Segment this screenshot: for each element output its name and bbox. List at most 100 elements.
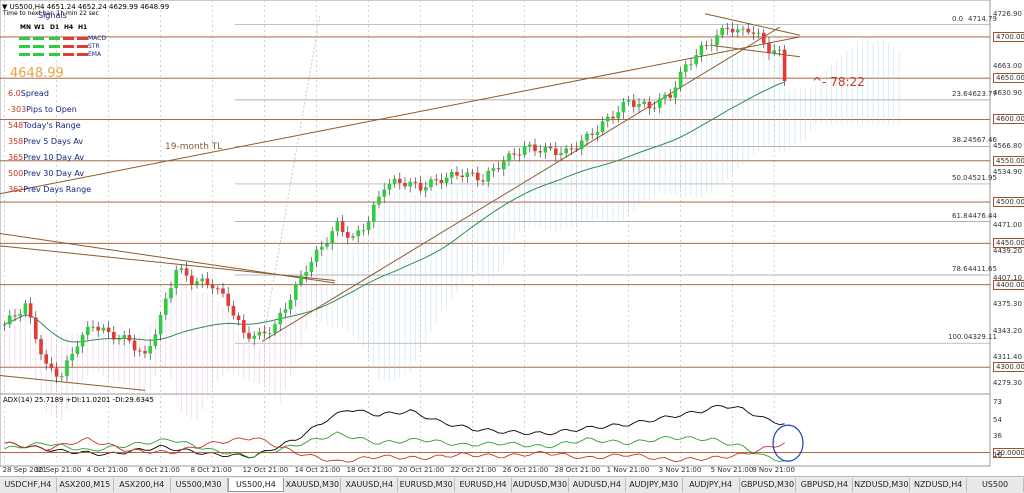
candle-body — [372, 204, 376, 222]
candle-body — [486, 170, 490, 182]
candle-body — [642, 101, 646, 104]
chart-tab[interactable]: NZDUSD,H4 — [910, 478, 968, 492]
candle-body — [600, 121, 605, 132]
chart-tab[interactable]: AUDUSD,M30 — [512, 478, 569, 492]
candle-body — [174, 269, 178, 289]
adx-axis-label: 73 — [993, 397, 1002, 406]
candle-body — [720, 28, 724, 36]
adx-axis-label: 54 — [993, 415, 1002, 424]
time-axis-label: 5 Nov 21:00 — [710, 466, 754, 474]
candle-body — [44, 354, 48, 364]
chart-tab[interactable]: AUDUSD,H4 — [569, 478, 626, 492]
candle-body — [252, 335, 256, 339]
candle-body — [200, 278, 204, 282]
candle-body — [444, 177, 449, 184]
price-axis-label: 4534.90 — [993, 168, 1022, 177]
chart-tab[interactable]: US500,M30 — [171, 478, 228, 492]
candle-body — [621, 101, 626, 113]
candle-body — [762, 32, 766, 44]
candle-body — [361, 230, 366, 232]
candle-body — [751, 32, 756, 34]
candle-body — [392, 178, 397, 184]
chart-tab[interactable]: GBPUSD,M30 — [740, 478, 797, 492]
candle-body — [398, 178, 402, 184]
info-row: 6.0Spread — [8, 89, 49, 98]
signal-timeframe-d1: D1 — [50, 24, 60, 31]
fibonacci-value: 4567.46 — [968, 136, 997, 145]
fibonacci-value: 4714.79 — [968, 14, 997, 23]
price-chart-svg[interactable] — [0, 0, 1024, 476]
chart-tab[interactable]: EURUSD,H4 — [455, 478, 512, 492]
info-label: Spread — [20, 89, 49, 98]
chart-tab[interactable]: XAUUSD,H4 — [341, 478, 399, 492]
fibonacci-value: 4623.77 — [968, 89, 997, 98]
price-axis-label: 4726.90 — [993, 9, 1022, 18]
candle-body — [678, 71, 683, 88]
candle-body — [268, 333, 272, 335]
signal-timeframe-mn: MN — [20, 24, 31, 31]
price-axis-label: 4600.00 — [993, 114, 1024, 125]
chart-tab[interactable]: US500,H4 — [227, 478, 285, 492]
chart-tab[interactable]: NZDUSD,M30 — [853, 478, 911, 492]
candle-body — [663, 94, 667, 99]
candle-body — [730, 28, 735, 33]
signal-indicator — [19, 53, 30, 56]
info-row: 362Prev Days Range — [8, 185, 91, 194]
fibonacci-percent: 100.0 — [948, 333, 969, 342]
info-label: Prev 5 Days Av — [23, 137, 84, 146]
info-row: -303Pips to Open — [8, 105, 77, 114]
chart-tab[interactable]: AUDJPY,H4 — [683, 478, 740, 492]
candle-body — [590, 133, 594, 135]
wedge-upper-line — [704, 13, 801, 36]
chart-tab[interactable]: ASX200,H4 — [114, 478, 171, 492]
chart-title: ▼ US500,H4 4651.24 4652.24 4629.99 4648.… — [2, 3, 170, 11]
adx-axis-label: 20.0000 — [993, 447, 1024, 458]
chart-tab[interactable]: US500 — [967, 478, 1024, 492]
candle-body — [304, 271, 308, 276]
chart-tab[interactable]: EURUSD,M30 — [398, 478, 456, 492]
chart-tab[interactable]: ASX200,M15 — [57, 478, 114, 492]
signal-indicator — [49, 53, 60, 56]
candle-body — [658, 98, 662, 108]
signal-row-label: MACD — [88, 35, 106, 42]
candle-body — [18, 313, 22, 316]
candle-body — [294, 284, 298, 300]
candle-body — [746, 28, 750, 33]
candle-body — [127, 335, 132, 341]
candle-body — [569, 148, 574, 150]
fibonacci-value: 4411.65 — [968, 265, 997, 274]
candle-body — [496, 168, 501, 170]
fibonacci-value: 4329.11 — [968, 333, 997, 342]
candle-body — [247, 332, 251, 339]
signal-indicator — [33, 37, 44, 40]
info-value: 362 — [8, 185, 24, 194]
candle-body — [418, 182, 423, 191]
candle-body — [606, 116, 610, 122]
time-axis-label: 3 Nov 21:00 — [658, 466, 702, 474]
candle-body — [210, 284, 215, 289]
time-axis-label: 4 Oct 21:00 — [86, 466, 128, 474]
candle-body — [65, 360, 69, 377]
info-label: Today's Range — [23, 121, 81, 130]
info-label: Prev Days Range — [23, 185, 92, 194]
chart-tab[interactable]: AUDJPY,M30 — [626, 478, 683, 492]
candle-body — [96, 326, 100, 331]
chart-tab[interactable]: GBPUSD,H4 — [796, 478, 854, 492]
adx-axis-label: 16 — [993, 451, 1002, 460]
candle-body — [517, 154, 522, 156]
candle-body — [502, 161, 506, 170]
candle-body — [320, 246, 324, 250]
info-value: 358 — [8, 137, 24, 146]
candle-body — [283, 309, 288, 313]
candle-body — [699, 45, 704, 56]
candle-body — [226, 293, 230, 306]
chart-tab[interactable]: XAUUSD,M30 — [284, 478, 342, 492]
signal-indicator — [77, 37, 88, 40]
candle-body — [70, 353, 74, 361]
chart-tab[interactable]: USDCHF,H4 — [0, 478, 57, 492]
minus-di-line — [4, 437, 785, 463]
current-price: 4648.99 — [10, 66, 64, 81]
info-value: 500 — [8, 169, 24, 178]
fibonacci-value: 4476.44 — [968, 211, 997, 220]
